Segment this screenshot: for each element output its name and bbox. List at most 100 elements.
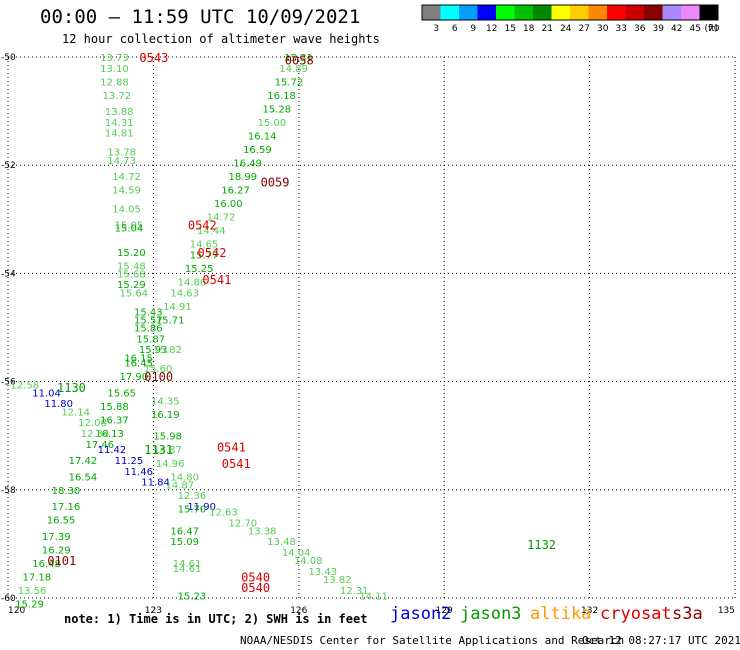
swh-value: 16.29 <box>42 545 71 556</box>
page-title: 00:00 – 11:59 UTC 10/09/2021 <box>40 6 361 28</box>
swh-value: 16.47 <box>170 526 199 537</box>
swh-value: 12.58 <box>10 380 39 391</box>
swh-value: 17.90 <box>119 372 148 383</box>
legend-label: 33 <box>616 24 627 34</box>
swh-value: 14.72 <box>112 172 141 183</box>
swh-value: 14.61 <box>173 559 202 570</box>
swh-value: 15.57 <box>134 315 163 326</box>
swh-value: 14.72 <box>207 213 236 224</box>
y-tick-label: -58 <box>1 486 16 496</box>
swh-value: 15.86 <box>134 324 163 335</box>
swh-value: 14.87 <box>153 445 182 456</box>
swh-value: 15.68 <box>117 269 146 280</box>
swh-value: 16.14 <box>248 131 277 142</box>
swh-value: 14.96 <box>156 459 185 470</box>
swh-value: 12.70 <box>229 518 258 529</box>
swh-value: 12.34 <box>81 429 110 440</box>
swh-value: 12.08 <box>78 418 107 429</box>
swh-value: 15.28 <box>262 104 291 115</box>
swh-value: 15.87 <box>136 334 165 345</box>
swh-value: 11.84 <box>141 478 170 489</box>
y-tick-label: -56 <box>1 378 16 388</box>
legend-swatch <box>533 5 552 20</box>
legend-swatch <box>440 5 459 20</box>
swh-value: 15.09 <box>170 537 199 548</box>
swh-value: 15.77 <box>190 250 219 261</box>
swh-value: 14.91 <box>163 302 192 313</box>
pass-time: 0540 <box>241 570 270 584</box>
legend-label: 39 <box>653 24 665 34</box>
pass-time: 0059 <box>261 175 290 189</box>
x-tick-label: 135 <box>718 606 735 616</box>
swh-value: 13.10 <box>100 64 129 75</box>
swh-value: 14.05 <box>112 204 141 215</box>
legend-swatch <box>607 5 626 20</box>
legend-label: 45 <box>690 24 701 34</box>
swh-value: 15.72 <box>275 77 304 88</box>
legend-label: 70 <box>708 24 720 34</box>
legend-label: 21 <box>542 24 553 34</box>
swh-value: 15.04 <box>115 223 144 234</box>
swh-value: 13.82 <box>323 575 352 586</box>
swh-value: 14.81 <box>105 129 134 140</box>
swh-value: 16.54 <box>69 472 98 483</box>
swh-value: 15.29 <box>15 599 44 610</box>
swh-value: 14.04 <box>282 548 311 559</box>
swh-value: 12.63 <box>209 507 238 518</box>
legend-unit: (ft) <box>704 24 718 34</box>
legend-label: 3 <box>433 24 439 34</box>
y-tick-label: -50 <box>1 53 16 63</box>
swh-value: 15.48 <box>117 261 146 272</box>
swh-value: 14.08 <box>294 556 323 567</box>
swh-value: 15.00 <box>258 118 287 129</box>
swh-value: 15.43 <box>134 307 163 318</box>
pass-time: 0542 <box>188 219 217 233</box>
swh-value: 15.93 <box>139 345 168 356</box>
swh-value: 15.71 <box>156 315 185 326</box>
legend-label: 6 <box>452 24 458 34</box>
legend-swatch <box>644 5 663 20</box>
swh-value: 15.98 <box>153 432 182 443</box>
swh-value: 14.86 <box>178 278 207 289</box>
swh-value: 15.20 <box>117 248 146 259</box>
swh-value: 15.23 <box>178 591 207 602</box>
legend-label: 36 <box>634 24 646 34</box>
swh-value: 13.56 <box>18 586 47 597</box>
pass-time: 1132 <box>527 538 556 552</box>
pass-time: 0543 <box>139 51 168 65</box>
swh-value: 13.88 <box>105 107 134 118</box>
swh-value: 14.11 <box>359 591 388 602</box>
swh-value: 11.25 <box>115 456 144 467</box>
legend-frame <box>421 4 719 21</box>
pass-time: 0058 <box>285 54 314 68</box>
axis-ticks: 120 123 126 129 132 135 -50 -52 -54 -56 -58 -60 <box>1 53 735 616</box>
legend-label: 24 <box>560 24 572 34</box>
swh-value: 17.18 <box>23 572 52 583</box>
swh-value: 13.73 <box>100 53 129 64</box>
swh-value: 11.42 <box>98 445 127 456</box>
swh-value: 18.99 <box>229 172 258 183</box>
legend-swatch <box>496 5 515 20</box>
footer-note: note: 1) Time is in UTC; 2) SWH is in fe… <box>64 612 368 626</box>
y-tick-label: -52 <box>1 161 16 171</box>
satellite-jason3: jason3 <box>460 604 522 624</box>
y-tick-label: -54 <box>1 269 16 279</box>
footer-date: Oct 12 08:27:17 UTC 2021 <box>582 634 740 647</box>
x-tick-label: 123 <box>145 606 162 616</box>
footer-credit: NOAA/NESDIS Center for Satellite Applica… <box>240 634 625 647</box>
x-tick-label: 129 <box>436 606 453 616</box>
swh-value: 16.18 <box>267 91 296 102</box>
swh-value: 13.38 <box>248 526 277 537</box>
satellite-jason2: jason2 <box>390 604 452 624</box>
pass-time: 0542 <box>198 246 227 260</box>
legend-swatch <box>477 5 496 20</box>
legend-swatch <box>588 5 607 20</box>
page-subtitle: 12 hour collection of altimeter wave hei… <box>62 32 380 46</box>
swh-value: 15.70 <box>178 505 207 516</box>
legend-swatch <box>514 5 533 20</box>
swh-value: 14.35 <box>151 397 180 408</box>
swh-value: 16.15 <box>124 353 153 364</box>
swh-value: 18.30 <box>52 486 81 497</box>
